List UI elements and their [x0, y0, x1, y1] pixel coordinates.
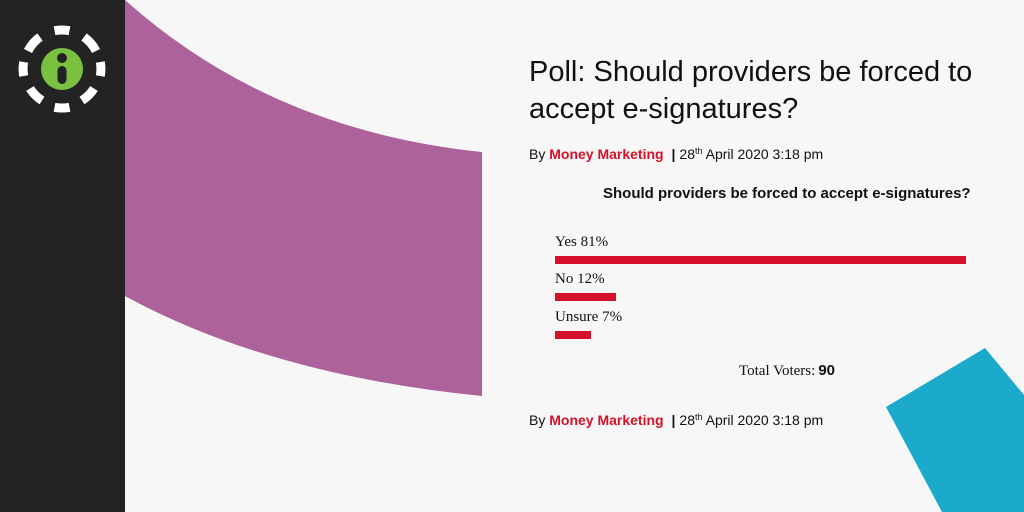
- poll-option-yes: Yes 81%: [555, 233, 975, 264]
- total-voters: Total Voters: 90: [739, 362, 835, 380]
- byline-by: By: [529, 146, 546, 162]
- info-logo-icon[interactable]: [18, 25, 106, 113]
- byline-day: 28: [679, 412, 695, 428]
- poll-option-label: No 12%: [555, 271, 605, 287]
- byline-date: April 2020 3:18 pm: [705, 146, 824, 162]
- poll-question: Should providers be forced to accept e-s…: [603, 185, 971, 202]
- byline-date: April 2020 3:18 pm: [705, 412, 824, 428]
- total-voters-count: 90: [818, 362, 835, 379]
- byline-separator: |: [671, 412, 676, 428]
- page-title: Poll: Should providers be forced to acce…: [529, 56, 973, 125]
- poll-option-label: Yes 81%: [555, 234, 609, 250]
- byline-bottom: By Money Marketing | 28th April 2020 3:18…: [529, 411, 823, 429]
- poll-option-unsure: Unsure 7%: [555, 308, 975, 339]
- byline-separator: |: [671, 146, 676, 162]
- byline-day-suffix: th: [694, 412, 703, 422]
- sidebar: [0, 0, 125, 512]
- byline-day-suffix: th: [694, 146, 703, 156]
- byline-top: By Money Marketing | 28th April 2020 3:18…: [529, 145, 823, 163]
- poll-option-no: No 12%: [555, 270, 975, 301]
- author-link[interactable]: Money Marketing: [549, 412, 664, 428]
- blue-wedge-shape: [886, 348, 1024, 512]
- poll-option-bar: [555, 293, 616, 301]
- purple-arc-shape: [125, 0, 482, 396]
- poll-option-bar: [555, 256, 966, 264]
- poll-option-label: Unsure 7%: [555, 309, 623, 325]
- byline-by: By: [529, 412, 546, 428]
- byline-day: 28: [679, 146, 695, 162]
- total-voters-label: Total Voters:: [739, 363, 816, 379]
- poll-option-bar: [555, 331, 591, 339]
- author-link[interactable]: Money Marketing: [549, 146, 664, 162]
